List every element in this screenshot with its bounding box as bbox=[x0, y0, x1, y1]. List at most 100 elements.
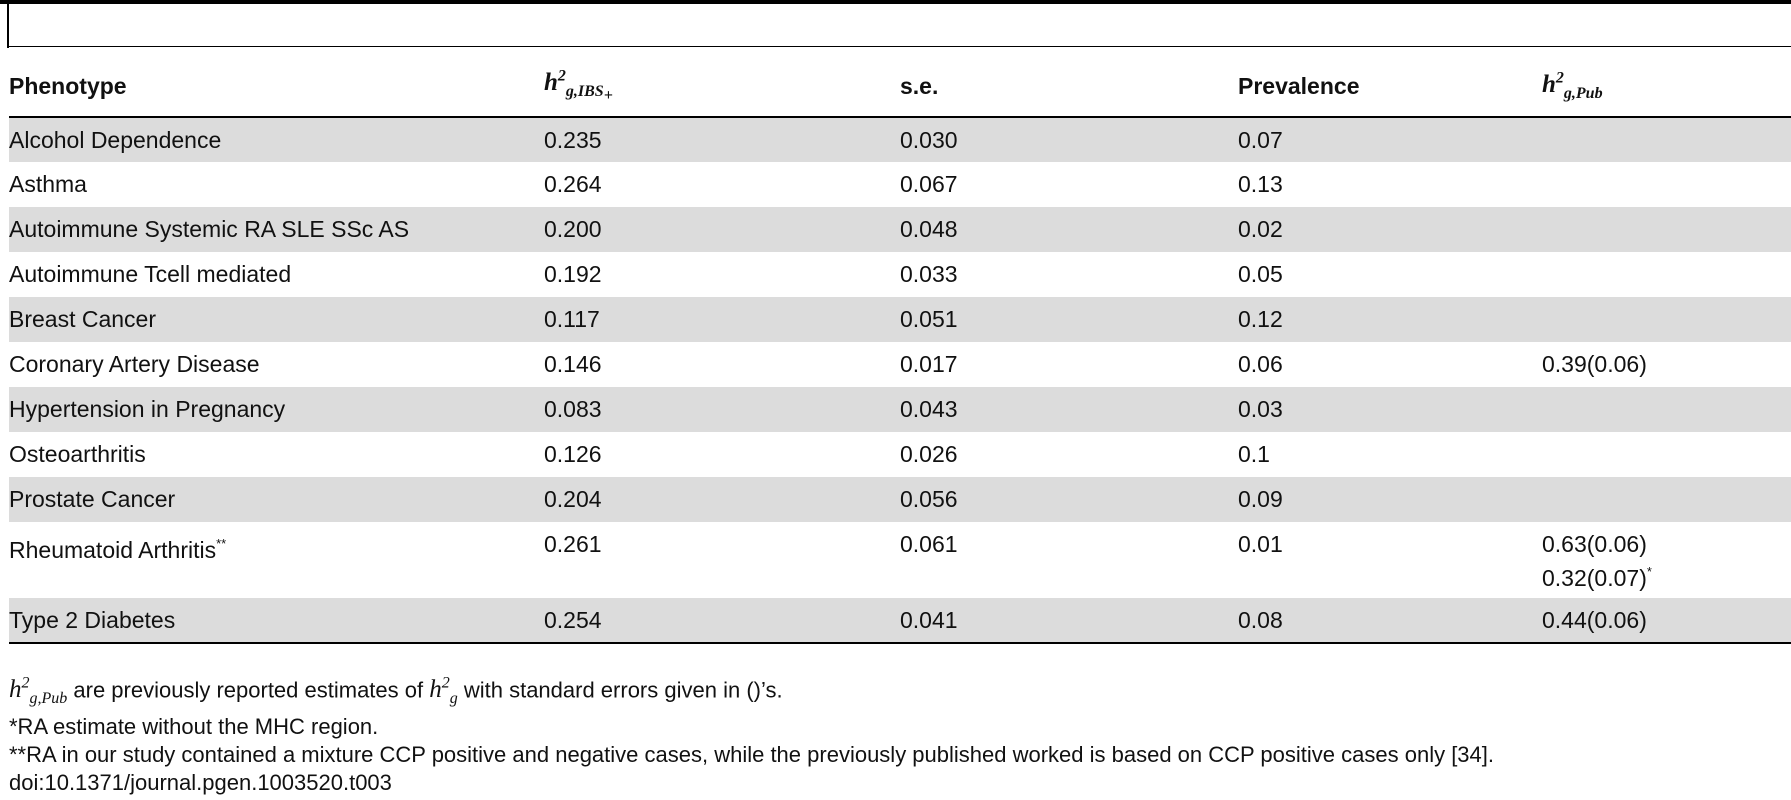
cell-se: 0.067 bbox=[900, 171, 958, 197]
cell-h-pub: 0.63(0.06) 0.32(0.07)* bbox=[1542, 522, 1791, 598]
footnote-h-pub-text: are previously reported estimates of bbox=[67, 677, 430, 703]
header-se: s.e. bbox=[900, 56, 1238, 118]
h-pub-base: h bbox=[1542, 70, 1556, 98]
footnote-double-star: **RA in our study contained a mixture CC… bbox=[9, 742, 1494, 768]
cell-se: 0.017 bbox=[900, 351, 958, 377]
cell-prevalence: 0.12 bbox=[1238, 297, 1542, 342]
cell-phenotype: Autoimmune Tcell mediated bbox=[9, 261, 292, 287]
note-h-sup: 2 bbox=[21, 675, 30, 692]
cell-se: 0.041 bbox=[900, 598, 1238, 644]
header-top-rule bbox=[9, 46, 1791, 47]
cell-prevalence: 0.07 bbox=[1238, 117, 1542, 162]
table-row: Prostate Cancer 0.204 0.056 0.09 bbox=[9, 477, 1791, 522]
h-ibs-base: h bbox=[544, 68, 558, 96]
cell-prevalence: 0.03 bbox=[1238, 387, 1542, 432]
header-phenotype: Phenotype bbox=[9, 56, 544, 118]
cell-phenotype: Alcohol Dependence bbox=[9, 117, 544, 162]
cell-prevalence: 0.06 bbox=[1238, 351, 1283, 377]
cell-se: 0.061 bbox=[900, 531, 958, 557]
h-pub-sub: g,Pub bbox=[1563, 84, 1603, 102]
cell-phenotype: Prostate Cancer bbox=[9, 477, 544, 522]
cell-prevalence: 0.01 bbox=[1238, 531, 1283, 557]
table-row: Autoimmune Tcell mediated 0.192 0.033 0.… bbox=[9, 252, 1791, 297]
h-pub-value-no-mhc: 0.32(0.07)* bbox=[1542, 558, 1791, 592]
cell-prevalence: 0.02 bbox=[1238, 207, 1542, 252]
table-row: Alcohol Dependence 0.235 0.030 0.07 bbox=[9, 117, 1791, 162]
note-hg-sub: g bbox=[449, 690, 458, 708]
table-row: Rheumatoid Arthritis** 0.261 0.061 0.01 … bbox=[9, 522, 1791, 598]
cell-h-pub bbox=[1542, 297, 1791, 342]
cell-se: 0.026 bbox=[900, 441, 958, 467]
cell-h-ibs: 0.083 bbox=[544, 387, 900, 432]
h-ibs-sup: 2 bbox=[557, 67, 566, 85]
cell-h-ibs: 0.264 bbox=[544, 171, 602, 197]
cell-h-pub: 0.44(0.06) bbox=[1542, 598, 1791, 644]
cell-phenotype: Coronary Artery Disease bbox=[9, 351, 260, 377]
cell-h-pub bbox=[1542, 387, 1791, 432]
cell-h-pub: 0.39(0.06) bbox=[1542, 351, 1647, 377]
footnote-single-star: *RA estimate without the MHC region. bbox=[9, 714, 379, 740]
cell-h-ibs: 0.126 bbox=[544, 441, 602, 467]
cell-h-pub bbox=[1542, 477, 1791, 522]
h-pub-note-symbol: h2g,Pub bbox=[9, 675, 67, 707]
cell-h-ibs: 0.261 bbox=[544, 531, 602, 557]
header-h-ibs: h2g,IBS+ bbox=[544, 56, 900, 118]
cell-h-pub bbox=[1542, 117, 1791, 162]
cell-phenotype: Asthma bbox=[9, 171, 87, 197]
cell-h-ibs: 0.192 bbox=[544, 261, 602, 287]
cell-se: 0.030 bbox=[900, 117, 1238, 162]
phenotype-text: Rheumatoid Arthritis bbox=[9, 537, 217, 563]
h-pub-sup: 2 bbox=[1555, 69, 1564, 87]
header-row: Phenotype h2g,IBS+ s.e. Prevalence h2g,P… bbox=[9, 56, 1791, 118]
cell-phenotype: Type 2 Diabetes bbox=[9, 598, 544, 644]
note-hg-base: h bbox=[429, 676, 442, 704]
cell-prevalence: 0.1 bbox=[1238, 441, 1270, 467]
h-ibs-symbol: h2g,IBS+ bbox=[544, 67, 613, 104]
cell-se: 0.048 bbox=[900, 207, 1238, 252]
note-h-base: h bbox=[9, 676, 22, 704]
cell-phenotype: Osteoarthritis bbox=[9, 441, 146, 467]
left-rule bbox=[7, 0, 9, 48]
heritability-table: Phenotype h2g,IBS+ s.e. Prevalence h2g,P… bbox=[9, 56, 1791, 644]
table-row: Autoimmune Systemic RA SLE SSc AS 0.200 … bbox=[9, 207, 1791, 252]
cell-prevalence: 0.08 bbox=[1238, 598, 1542, 644]
cell-h-pub bbox=[1542, 162, 1791, 207]
cell-se: 0.056 bbox=[900, 477, 1238, 522]
cell-h-pub bbox=[1542, 207, 1791, 252]
header-prevalence: Prevalence bbox=[1238, 56, 1542, 118]
table-row: Breast Cancer 0.117 0.051 0.12 bbox=[9, 297, 1791, 342]
note-h-sub: g,Pub bbox=[29, 690, 68, 708]
cell-h-ibs: 0.204 bbox=[544, 477, 900, 522]
cell-se: 0.033 bbox=[900, 261, 958, 287]
table-footnotes: h2g,Pub are previously reported estimate… bbox=[9, 670, 1784, 797]
cell-phenotype: Rheumatoid Arthritis** bbox=[9, 522, 544, 598]
h-pub-symbol: h2g,Pub bbox=[1542, 69, 1603, 101]
footnote-marker: ** bbox=[216, 536, 227, 551]
h-ibs-sub: g,IBS bbox=[565, 82, 604, 100]
h-ibs-subsub: + bbox=[603, 86, 613, 104]
top-rule bbox=[0, 0, 1791, 4]
table-row: Osteoarthritis 0.126 0.026 0.1 bbox=[9, 432, 1791, 477]
cell-h-pub bbox=[1542, 432, 1791, 477]
cell-h-pub bbox=[1542, 252, 1791, 297]
table-row: Asthma 0.264 0.067 0.13 bbox=[9, 162, 1791, 207]
cell-h-ibs: 0.235 bbox=[544, 117, 900, 162]
table-row: Type 2 Diabetes 0.254 0.041 0.08 0.44(0.… bbox=[9, 598, 1791, 644]
cell-se: 0.043 bbox=[900, 387, 1238, 432]
footnote-h-pub: h2g,Pub are previously reported estimate… bbox=[9, 670, 1784, 713]
cell-h-ibs: 0.200 bbox=[544, 207, 900, 252]
header-h-pub: h2g,Pub bbox=[1542, 56, 1791, 118]
footnote-h-pub-end: with standard errors given in ()’s. bbox=[457, 677, 783, 703]
h-g-note-symbol: h2g bbox=[429, 675, 458, 707]
cell-phenotype: Autoimmune Systemic RA SLE SSc AS bbox=[9, 207, 544, 252]
footnote-marker: * bbox=[1646, 564, 1652, 579]
cell-prevalence: 0.05 bbox=[1238, 261, 1283, 287]
cell-h-ibs: 0.146 bbox=[544, 351, 602, 377]
cell-h-ibs: 0.117 bbox=[544, 297, 900, 342]
note-hg-sup: 2 bbox=[441, 675, 450, 692]
cell-phenotype: Breast Cancer bbox=[9, 297, 544, 342]
h-pub-value: 0.63(0.06) bbox=[1542, 531, 1647, 557]
cell-prevalence: 0.09 bbox=[1238, 477, 1542, 522]
doi-link[interactable]: doi:10.1371/journal.pgen.1003520.t003 bbox=[9, 770, 392, 796]
h-pub-value-2: 0.32(0.07) bbox=[1542, 565, 1647, 591]
